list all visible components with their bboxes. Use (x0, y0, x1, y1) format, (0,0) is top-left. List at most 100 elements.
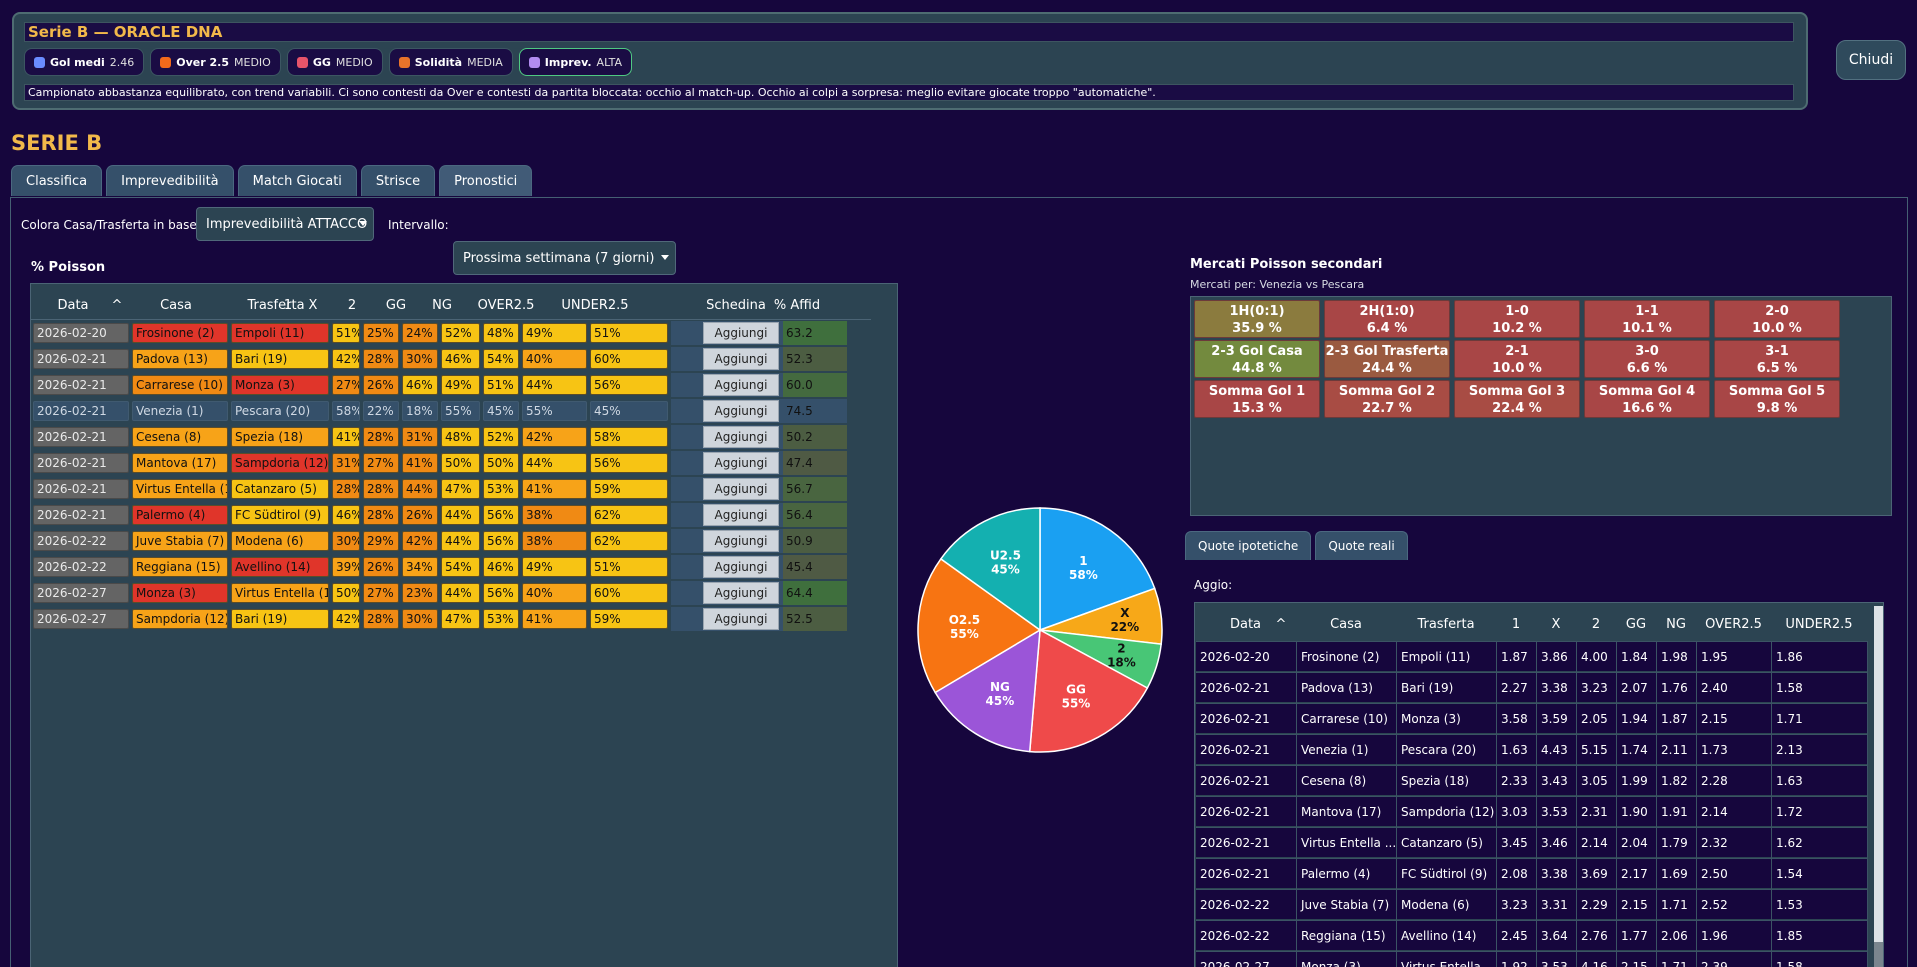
odds-table-scrollbar[interactable] (1874, 606, 1883, 967)
odds-header-ng[interactable]: NG (1666, 617, 1686, 632)
tab-quote-reali[interactable]: Quote reali (1315, 531, 1408, 560)
add-to-slip-button[interactable]: Aggiungi (703, 452, 779, 474)
odds-header-1[interactable]: 1 (1511, 617, 1521, 632)
market-value: 16.6 % (1622, 401, 1672, 416)
odds-table-scroll-thumb[interactable] (1874, 942, 1883, 967)
badge-imprev-[interactable]: Imprev. ALTA (518, 48, 633, 76)
badge-value: MEDIO (335, 55, 373, 69)
add-to-slip-button[interactable]: Aggiungi (703, 426, 779, 448)
add-to-slip-button[interactable]: Aggiungi (703, 556, 779, 578)
column-header-schedina[interactable]: Schedina (706, 298, 766, 313)
add-to-slip-button[interactable]: Aggiungi (703, 582, 779, 604)
market-cell: Somma Gol 3 22.4 % (1454, 380, 1580, 418)
add-to-slip-button[interactable]: Aggiungi (703, 478, 779, 500)
page-title: SERIE B (11, 131, 103, 155)
market-cell: 2-3 Gol Trasferta 24.4 % (1324, 340, 1450, 378)
column-header-trasferta[interactable]: Trasferta (247, 298, 305, 313)
column-header-ng[interactable]: NG (432, 298, 452, 313)
odds-header-x[interactable]: X (1551, 617, 1561, 632)
odds-header-over2-5[interactable]: OVER2.5 (1705, 617, 1762, 632)
add-to-slip-button[interactable]: Aggiungi (703, 608, 779, 630)
cell-under: 60% (590, 583, 668, 603)
odds-header-data[interactable]: Data (1229, 617, 1262, 632)
secondary-markets-subtitle: Mercati per: Venezia vs Pescara (1190, 278, 1365, 291)
sort-asc-icon[interactable]: ^ (111, 298, 123, 313)
column-header-under2-5[interactable]: UNDER2.5 (561, 298, 629, 313)
badge-label: Imprev. (544, 55, 592, 69)
column-header-gg[interactable]: GG (385, 298, 407, 313)
add-to-slip-button[interactable]: Aggiungi (703, 374, 779, 396)
add-to-slip-button[interactable]: Aggiungi (703, 400, 779, 422)
odds-cell: 5.15 (1577, 735, 1617, 765)
tab-match-giocati[interactable]: Match Giocati (237, 165, 357, 196)
tab-strisce[interactable]: Strisce (360, 165, 436, 196)
add-to-slip-button[interactable]: Aggiungi (703, 504, 779, 526)
column-header-over2-5[interactable]: OVER2.5 (477, 298, 535, 313)
column-header-x[interactable]: X (308, 298, 318, 313)
cell-ng: 51% (483, 375, 519, 395)
odds-table-row[interactable]: 2026-02-22 Reggiana (15) Avellino (14) 2.45… (1196, 920, 1868, 951)
odds-cell: 3.38 (1537, 859, 1577, 889)
cell-px: 27% (363, 583, 399, 603)
odds-header-2[interactable]: 2 (1591, 617, 1601, 632)
tab-imprevedibilit-[interactable]: Imprevedibilità (106, 165, 234, 196)
column-header-2[interactable]: 2 (347, 298, 357, 313)
sort-asc-icon[interactable]: ^ (1275, 617, 1287, 632)
close-button[interactable]: Chiudi (1836, 40, 1906, 80)
odds-header-under2-5[interactable]: UNDER2.5 (1785, 617, 1853, 632)
column-header-1[interactable]: 1 (283, 298, 293, 313)
odds-table-row[interactable]: 2026-02-21 Virtus Entella ... Catanzaro (5… (1196, 827, 1868, 858)
tab-pronostici[interactable]: Pronostici (439, 165, 533, 196)
odds-table-row[interactable]: 2026-02-21 Cesena (8) Spezia (18) 2.33 3.43 3… (1196, 765, 1868, 796)
cell-p1: 41% (332, 427, 360, 447)
cell-p2: 30% (402, 609, 438, 629)
chevron-down-icon (661, 255, 669, 260)
badge-over-2-5[interactable]: Over 2.5 MEDIO (150, 48, 281, 76)
odds-table-row[interactable]: 2026-02-21 Padova (13) Bari (19) 2.27 3.38 3.… (1196, 672, 1868, 703)
odds-cell: Catanzaro (5) (1397, 828, 1497, 858)
tab-quote-ipotetiche[interactable]: Quote ipotetiche (1185, 531, 1312, 560)
column-header-data[interactable]: Data (57, 298, 89, 313)
odds-table-row[interactable]: 2026-02-21 Carrarese (10) Monza (3) 3.58 3.5… (1196, 703, 1868, 734)
add-to-slip-button[interactable]: Aggiungi (703, 322, 779, 344)
badge-gol-medi[interactable]: Gol medi 2.46 (24, 48, 145, 76)
cell-p2: 30% (402, 349, 438, 369)
odds-header-gg[interactable]: GG (1625, 617, 1647, 632)
odds-header-trasferta[interactable]: Trasferta (1417, 617, 1475, 632)
column-header--affid[interactable]: % Affid (773, 298, 821, 313)
color-by-select[interactable]: Imprevedibilità ATTACCO (196, 207, 374, 241)
odds-table-row[interactable]: 2026-02-21 Mantova (17) Sampdoria (12) 3.03… (1196, 796, 1868, 827)
interval-select[interactable]: Prossima settimana (7 giorni) (453, 241, 676, 275)
odds-table-row[interactable]: 2026-02-21 Venezia (1) Pescara (20) 1.63 4.4… (1196, 734, 1868, 765)
cell-gg: 50% (441, 453, 480, 473)
odds-table-row[interactable]: 2026-02-21 Palermo (4) FC Südtirol (9) 2.08… (1196, 858, 1868, 889)
odds-table-row[interactable]: 2026-02-22 Juve Stabia (7) Modena (6) 3.23 3… (1196, 889, 1868, 920)
column-header-casa[interactable]: Casa (160, 298, 192, 313)
tab-classifica[interactable]: Classifica (11, 165, 103, 196)
odds-cell: 2.33 (1497, 766, 1537, 796)
cell-ng: 54% (483, 349, 519, 369)
add-to-slip-button[interactable]: Aggiungi (703, 530, 779, 552)
cell-px: 28% (363, 505, 399, 525)
interval-value: Prossima settimana (7 giorni) (463, 250, 655, 266)
cell-p1: 46% (332, 505, 360, 525)
odds-table-row[interactable]: 2026-02-20 Frosinone (2) Empoli (11) 1.87 3.… (1196, 641, 1868, 672)
odds-table-row[interactable]: 2026-02-27 Monza (3) Virtus Entella ... 1.9… (1196, 951, 1868, 967)
cell-p2: 23% (402, 583, 438, 603)
odds-header-casa[interactable]: Casa (1330, 617, 1362, 632)
add-to-slip-button[interactable]: Aggiungi (703, 348, 779, 370)
badge-gg[interactable]: GG MEDIO (286, 48, 383, 76)
badge-solidit-[interactable]: Solidità MEDIA (388, 48, 513, 76)
